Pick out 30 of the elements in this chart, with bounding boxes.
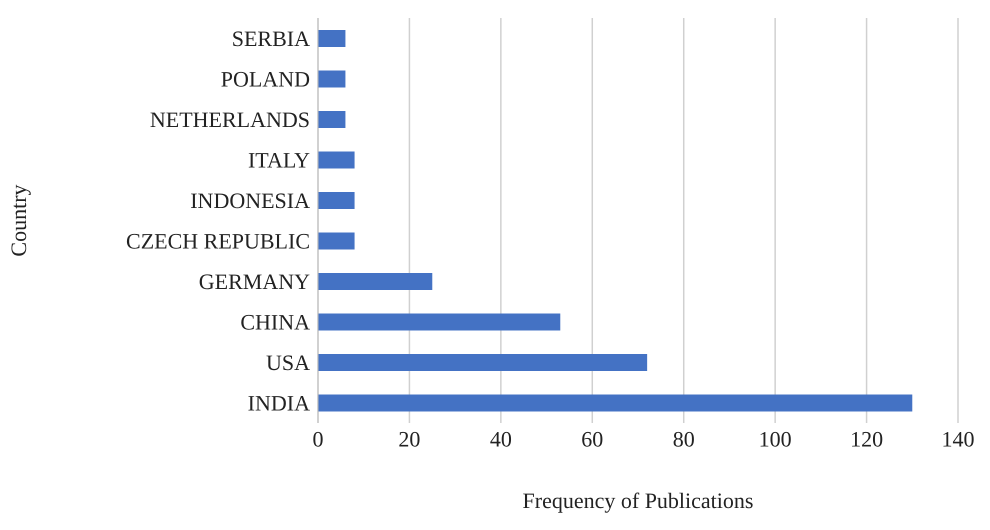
- x-tick-label: 40: [490, 426, 512, 452]
- y-tick-label: CZECH REPUBLIC: [126, 228, 310, 254]
- bar: [318, 354, 648, 371]
- y-tick-label: INDONESIA: [190, 188, 310, 214]
- x-tick-label: 100: [758, 426, 792, 452]
- x-tick-label: 80: [672, 426, 695, 452]
- y-tick-label: USA: [266, 350, 310, 376]
- x-tick-label: 140: [942, 426, 974, 452]
- bar: [318, 273, 432, 290]
- y-tick-label: NETHERLANDS: [150, 107, 310, 132]
- bar: [318, 30, 346, 47]
- y-tick-label: INDIA: [248, 390, 310, 416]
- bar: [318, 111, 346, 128]
- x-axis-title: Frequency of Publications: [522, 488, 754, 513]
- bar: [318, 70, 346, 88]
- x-tick-label: 20: [398, 426, 420, 452]
- bar: [318, 232, 355, 250]
- bar: [318, 192, 355, 209]
- bar: [318, 394, 912, 412]
- x-tick-label: 0: [312, 426, 324, 452]
- x-tick-label: 120: [850, 426, 884, 452]
- y-tick-label: SERBIA: [232, 26, 310, 52]
- y-tick-label: GERMANY: [198, 269, 310, 294]
- y-tick-label: ITALY: [248, 148, 310, 173]
- bar: [318, 152, 355, 168]
- y-tick-label: POLAND: [220, 66, 310, 92]
- y-axis-title: Country: [6, 184, 31, 257]
- y-tick-label: CHINA: [240, 310, 310, 335]
- bar: [318, 314, 560, 330]
- x-tick-label: 60: [581, 426, 604, 452]
